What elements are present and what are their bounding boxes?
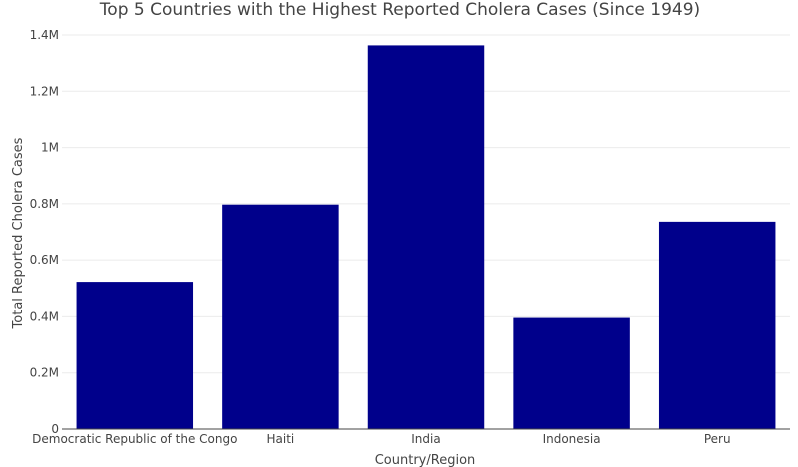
y-tick-label: 0 (51, 422, 59, 436)
y-axis-title: Total Reported Cholera Cases (11, 137, 26, 329)
x-axis-title: Country/Region (375, 453, 476, 467)
bars (76, 45, 776, 430)
y-tick-label: 0.4M (30, 309, 59, 323)
bar[interactable] (222, 204, 339, 429)
bar[interactable] (76, 282, 194, 429)
x-tick-labels: Democratic Republic of the Congo Haiti Ind… (32, 432, 730, 446)
x-tick-label: Indonesia (543, 432, 601, 446)
y-tick-label: 1M (41, 141, 59, 155)
y-tick-label: 0.6M (30, 253, 59, 267)
y-tick-label: 1.2M (30, 84, 59, 98)
y-tick-label: 0.8M (30, 197, 59, 211)
bar[interactable] (513, 317, 630, 429)
x-tick-label: Peru (704, 432, 731, 446)
bar[interactable] (367, 45, 485, 430)
x-tick-label: India (411, 432, 440, 446)
bar[interactable] (658, 221, 776, 429)
x-tick-label: Haiti (267, 432, 295, 446)
x-tick-label: Democratic Republic of the Congo (32, 432, 237, 446)
y-tick-labels: 0 0.2M 0.4M 0.6M 0.8M 1M 1.2M 1.4M (30, 28, 59, 436)
chart-title: Top 5 Countries with the Highest Reporte… (99, 0, 700, 20)
y-tick-label: 0.2M (30, 366, 59, 380)
y-tick-label: 1.4M (30, 28, 59, 42)
